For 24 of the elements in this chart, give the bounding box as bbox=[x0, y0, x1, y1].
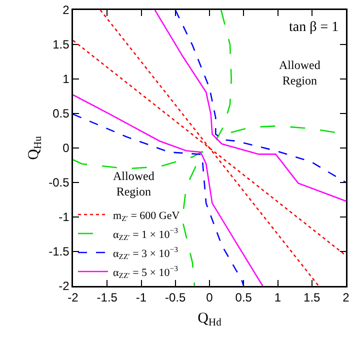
x-tick-label: 1.5 bbox=[304, 290, 321, 305]
x-tick-label: 2 bbox=[342, 290, 350, 305]
annotation: Allowed Region bbox=[113, 169, 154, 199]
x-tick-label: -1.5 bbox=[96, 290, 118, 305]
x-tick-label: 0.5 bbox=[235, 290, 252, 305]
legend-label: m$_{Z′}$ = 600 GeV bbox=[113, 210, 180, 224]
y-tick-label: -1.5 bbox=[48, 244, 70, 259]
annotation: Allowed Region bbox=[279, 58, 320, 88]
y-tick-label: -2 bbox=[58, 279, 70, 294]
x-tick-label: -0.5 bbox=[165, 290, 186, 305]
x-tick-label: 0 bbox=[206, 290, 214, 305]
y-tick-label: 2 bbox=[62, 3, 70, 18]
x-tick-label: -1 bbox=[136, 290, 147, 305]
legend-label: α$_{ZZ′}$ = 1 × 10$^{−3}$ bbox=[113, 226, 178, 242]
y-tick-label: 0.5 bbox=[52, 106, 70, 121]
legend-label: α$_{ZZ′}$ = 3 × 10$^{−3}$ bbox=[113, 245, 178, 262]
y-tick-label: 1 bbox=[62, 72, 70, 86]
y-tick-label: 1.5 bbox=[52, 38, 70, 52]
y-tick-label: -0.5 bbox=[48, 176, 70, 190]
y-tick-label: -1 bbox=[58, 210, 70, 224]
x-tick-label: 1 bbox=[274, 290, 282, 305]
annotation: tan β = 1 bbox=[289, 20, 339, 35]
legend-label: α$_{ZZ′}$ = 5 × 10$^{−3}$ bbox=[113, 264, 178, 280]
y-tick-label: 0 bbox=[62, 141, 70, 156]
